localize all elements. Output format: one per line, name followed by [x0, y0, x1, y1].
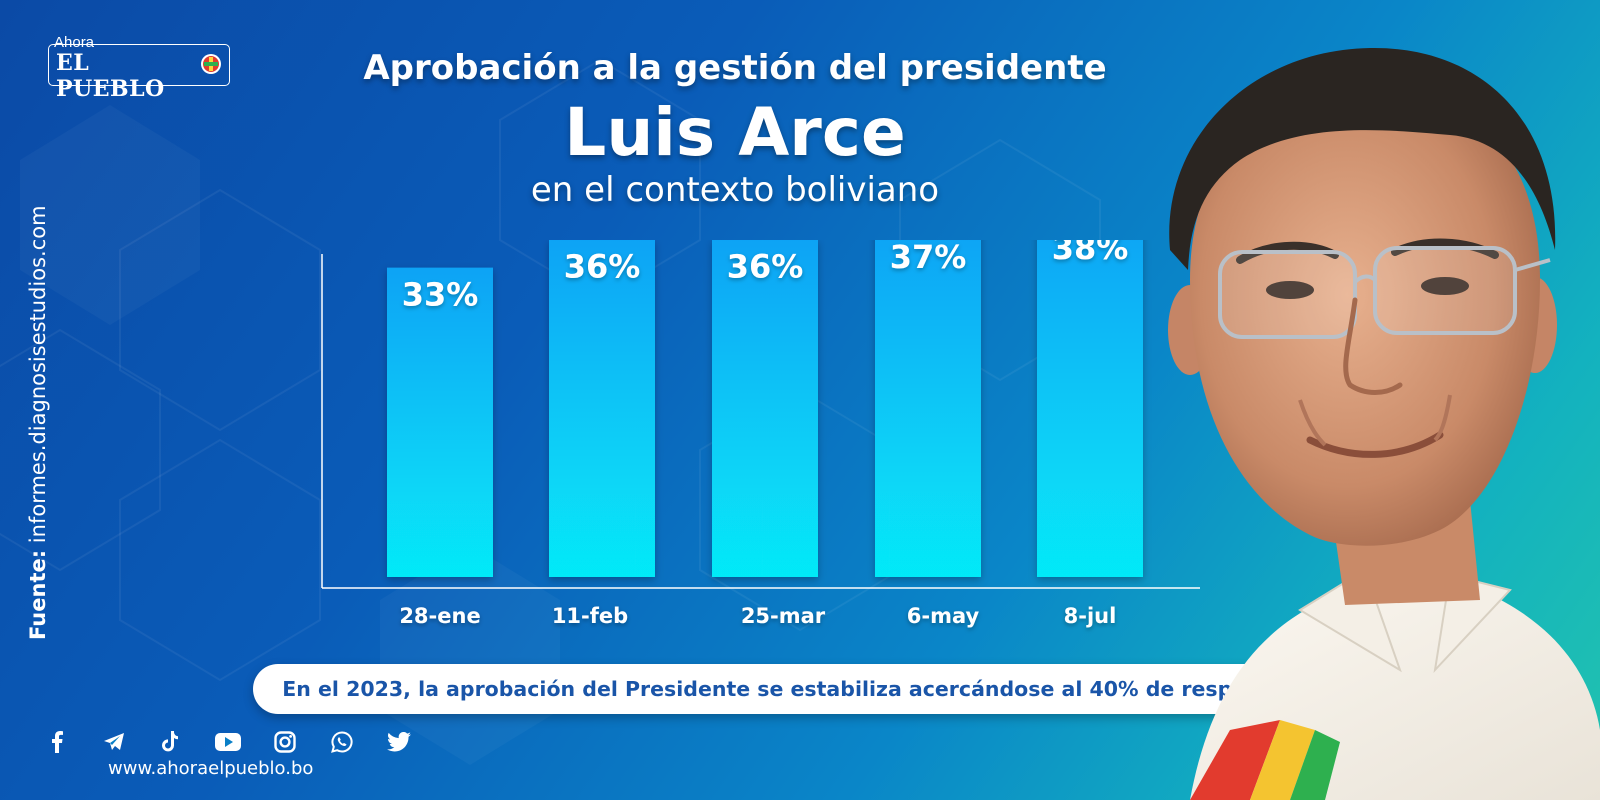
bar-25-mar — [712, 240, 818, 577]
source-label: Fuente: — [26, 549, 50, 640]
twitter-icon[interactable] — [370, 728, 427, 756]
source-url: informes.diagnosisestudios.com — [26, 205, 50, 544]
value-label-25-mar: 36% — [727, 248, 804, 286]
title-line-2: Luis Arce — [564, 94, 906, 171]
source-note: Fuente: informes.diagnosisestudios.com — [26, 205, 50, 640]
website-url[interactable]: www.ahoraelpueblo.bo — [108, 758, 314, 779]
title-line-1: Aprobación a la gestión del presidente — [363, 48, 1107, 88]
category-label-11-feb: 11-feb — [552, 604, 628, 628]
value-label-6-may: 37% — [890, 240, 967, 276]
value-label-8-jul: 38% — [1052, 240, 1129, 267]
logo-small-text: Ahora — [54, 34, 95, 51]
president-portrait — [1168, 47, 1600, 800]
youtube-icon[interactable] — [199, 728, 256, 756]
instagram-icon[interactable] — [256, 728, 313, 756]
value-label-11-feb: 36% — [564, 248, 641, 286]
category-label-8-jul: 8-jul — [1064, 604, 1117, 628]
category-label-28-ene: 28-ene — [399, 604, 480, 628]
whatsapp-icon[interactable] — [313, 728, 370, 756]
facebook-icon[interactable] — [28, 728, 85, 756]
category-label-25-mar: 25-mar — [741, 604, 826, 628]
logo-cross-icon — [201, 54, 221, 74]
value-label-28-ene: 33% — [402, 276, 479, 314]
bar-28-ene — [387, 267, 493, 577]
title-line-3: en el contexto boliviano — [530, 170, 940, 210]
tiktok-icon[interactable] — [142, 728, 199, 756]
telegram-icon[interactable] — [85, 728, 142, 756]
category-label-6-may: 6-may — [907, 604, 980, 628]
social-icons-bar — [28, 728, 427, 756]
bar-6-may — [875, 240, 981, 577]
approval-bar-chart: 33% 28-ene 36% 11-feb 36% 25-mar 37% 6-may 38% 8-… — [321, 240, 1200, 628]
bar-11-feb — [549, 240, 655, 577]
bar-8-jul — [1037, 240, 1143, 577]
caption-pill: En el 2023, la aprobación del Presidente… — [253, 664, 1319, 714]
logo-main-text: EL PUEBLO — [56, 50, 165, 102]
logo-frame — [48, 44, 230, 86]
caption-text: En el 2023, la aprobación del Presidente… — [282, 677, 1290, 701]
